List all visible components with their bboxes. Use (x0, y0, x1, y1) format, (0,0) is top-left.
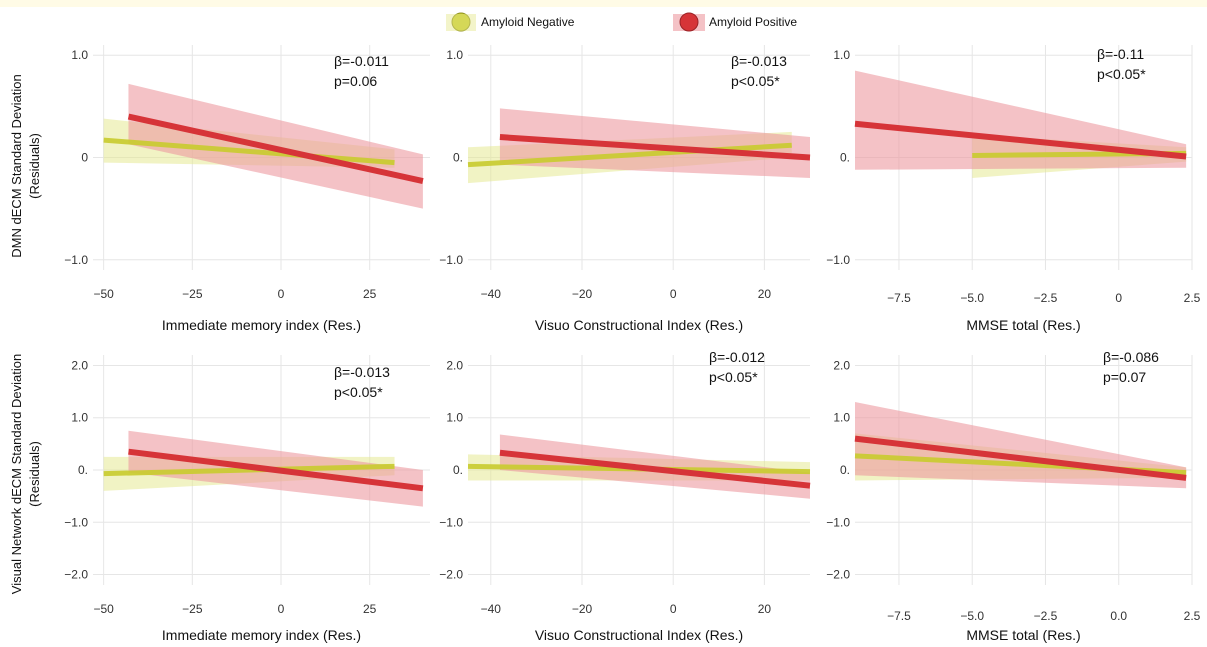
x-tick-label: −50 (93, 287, 114, 301)
x-tick-label: 0 (670, 287, 677, 301)
stat-beta: β=-0.11 (1097, 46, 1144, 62)
legend-band-negative (446, 14, 476, 31)
fit-line-amyloid-positive (127, 113, 424, 184)
x-tick-label: −50 (93, 602, 114, 616)
row-2-ylabel: Visual Network dECM Standard Deviation (… (9, 354, 42, 594)
fit-line-amyloid-positive (854, 435, 1187, 481)
legend-swatch-positive (679, 12, 699, 32)
fit-line-amyloid-positive (499, 134, 811, 161)
x-tick-label: 20 (758, 287, 772, 301)
y-tick-label: −1.0 (826, 515, 850, 529)
x-tick-label: −7.5 (887, 291, 911, 305)
stat-p: p<0.05* (1097, 66, 1146, 82)
row-1-ylabel-line2: (Residuals) (27, 133, 42, 199)
y-tick-label: −1.0 (64, 515, 88, 529)
y-tick-label: 0. (453, 463, 463, 477)
legend-label-negative: Amyloid Negative (481, 15, 575, 29)
y-tick-label: 0. (840, 463, 850, 477)
x-tick-label: 25 (363, 602, 377, 616)
y-tick-label: −1.0 (439, 515, 463, 529)
x-tick-label: 25 (363, 287, 377, 301)
fit-line-amyloid-positive (128, 448, 424, 492)
y-tick-label: 1.0 (71, 48, 88, 62)
x-tick-label: 2.5 (1184, 291, 1201, 305)
fit-line-amyloid-negative (467, 142, 792, 168)
x-tick-label: −20 (572, 287, 593, 301)
panel-6: −7.5 −5.0 −2.5 0.0 2.5 −2.0 −1.0 0. 1.0 2.0 MMSE t… (826, 349, 1200, 643)
y-tick-label: 0. (78, 463, 88, 477)
x-axis-label: Immediate memory index (Res.) (162, 317, 361, 333)
x-tick-label: 20 (758, 602, 772, 616)
x-axis-label: MMSE total (Res.) (966, 317, 1080, 333)
row-1-ylabel: DMN dECM Standard Deviation (Residuals) (9, 74, 42, 258)
legend-label-positive: Amyloid Positive (709, 15, 797, 29)
x-tick-label: −40 (481, 287, 502, 301)
y-tick-label: 2.0 (71, 358, 88, 372)
row-1-ylabel-line1: DMN dECM Standard Deviation (9, 74, 24, 258)
stat-beta: β=-0.013 (731, 53, 787, 69)
legend: Amyloid Negative Amyloid Positive (446, 12, 797, 32)
y-tick-label: 1.0 (71, 411, 88, 425)
panel-2: −40 −20 0 20 −1.0 0. 1.0 Visuo Constructional I… (439, 45, 811, 333)
stat-p: p<0.05* (709, 369, 758, 385)
x-axis-label: Visuo Constructional Index (Res.) (535, 627, 743, 643)
x-tick-label: 0 (670, 602, 677, 616)
stat-p: p<0.05* (731, 73, 780, 89)
panel-3: −7.5 −5.0 −2.5 0 2.5 −1.0 0. 1.0 MMSE total (Res… (826, 45, 1201, 333)
fit-line-amyloid-negative (103, 137, 395, 166)
panels: −50 −25 0 25 −1.0 0 1.0 Immediate memory index … (64, 45, 1201, 643)
x-tick-label: 0 (278, 287, 285, 301)
panel-4: −50 −25 0 25 −2.0 −1.0 0. 1.0 2.0 Immediate memor… (64, 355, 430, 643)
y-tick-label: −2.0 (64, 568, 88, 582)
x-tick-label: 0 (1115, 291, 1122, 305)
x-tick-label: −25 (182, 602, 203, 616)
y-tick-label: 1.0 (833, 48, 850, 62)
y-tick-label: −1.0 (439, 253, 463, 267)
x-tick-label: −7.5 (887, 609, 911, 623)
y-tick-label: 0. (453, 151, 463, 165)
x-tick-label: −2.5 (1034, 291, 1058, 305)
row-2-ylabel-line1: Visual Network dECM Standard Deviation (9, 354, 24, 594)
ci-band-amyloid-positive (855, 70, 1187, 170)
x-tick-label: −40 (481, 602, 502, 616)
stat-p: p<0.05* (334, 384, 383, 400)
y-tick-label: 0 (81, 151, 88, 165)
stat-beta: β=-0.086 (1103, 349, 1159, 365)
y-tick-label: −2.0 (439, 568, 463, 582)
y-tick-label: −1.0 (64, 253, 88, 267)
x-tick-label: 0 (278, 602, 285, 616)
x-tick-label: 2.5 (1184, 609, 1201, 623)
x-tick-label: −25 (182, 287, 203, 301)
y-tick-label: 2.0 (833, 358, 850, 372)
x-axis-label: Immediate memory index (Res.) (162, 627, 361, 643)
row-2-ylabel-line2: (Residuals) (27, 441, 42, 507)
panel-5: −40 −20 0 20 −2.0 −1.0 0. 1.0 2.0 Visuo Construct… (439, 349, 811, 643)
stat-beta: β=-0.011 (334, 53, 389, 69)
y-tick-label: −2.0 (826, 568, 850, 582)
x-tick-label: −5.0 (960, 291, 984, 305)
fit-line-amyloid-positive (854, 120, 1187, 160)
fit-line-amyloid-positive (499, 449, 811, 489)
stat-beta: β=-0.012 (709, 349, 765, 365)
y-tick-label: 1.0 (446, 411, 463, 425)
stat-beta: β=-0.013 (334, 364, 390, 380)
y-tick-label: −1.0 (826, 253, 850, 267)
y-tick-label: 1.0 (446, 48, 463, 62)
stat-p: p=0.07 (1103, 369, 1146, 385)
fit-line-amyloid-negative (103, 463, 395, 477)
top-strip (0, 0, 1207, 7)
x-axis-label: MMSE total (Res.) (966, 627, 1080, 643)
x-tick-label: 0.0 (1110, 609, 1127, 623)
y-tick-label: 0. (840, 151, 850, 165)
y-tick-label: 2.0 (446, 358, 463, 372)
panel-1: −50 −25 0 25 −1.0 0 1.0 Immediate memory index … (64, 45, 430, 333)
legend-swatch-negative (451, 12, 471, 32)
y-tick-label: 1.0 (833, 411, 850, 425)
x-tick-label: −5.0 (960, 609, 984, 623)
x-tick-label: −2.5 (1034, 609, 1058, 623)
x-axis-label: Visuo Constructional Index (Res.) (535, 317, 743, 333)
x-tick-label: −20 (572, 602, 593, 616)
stat-p: p=0.06 (334, 73, 377, 89)
